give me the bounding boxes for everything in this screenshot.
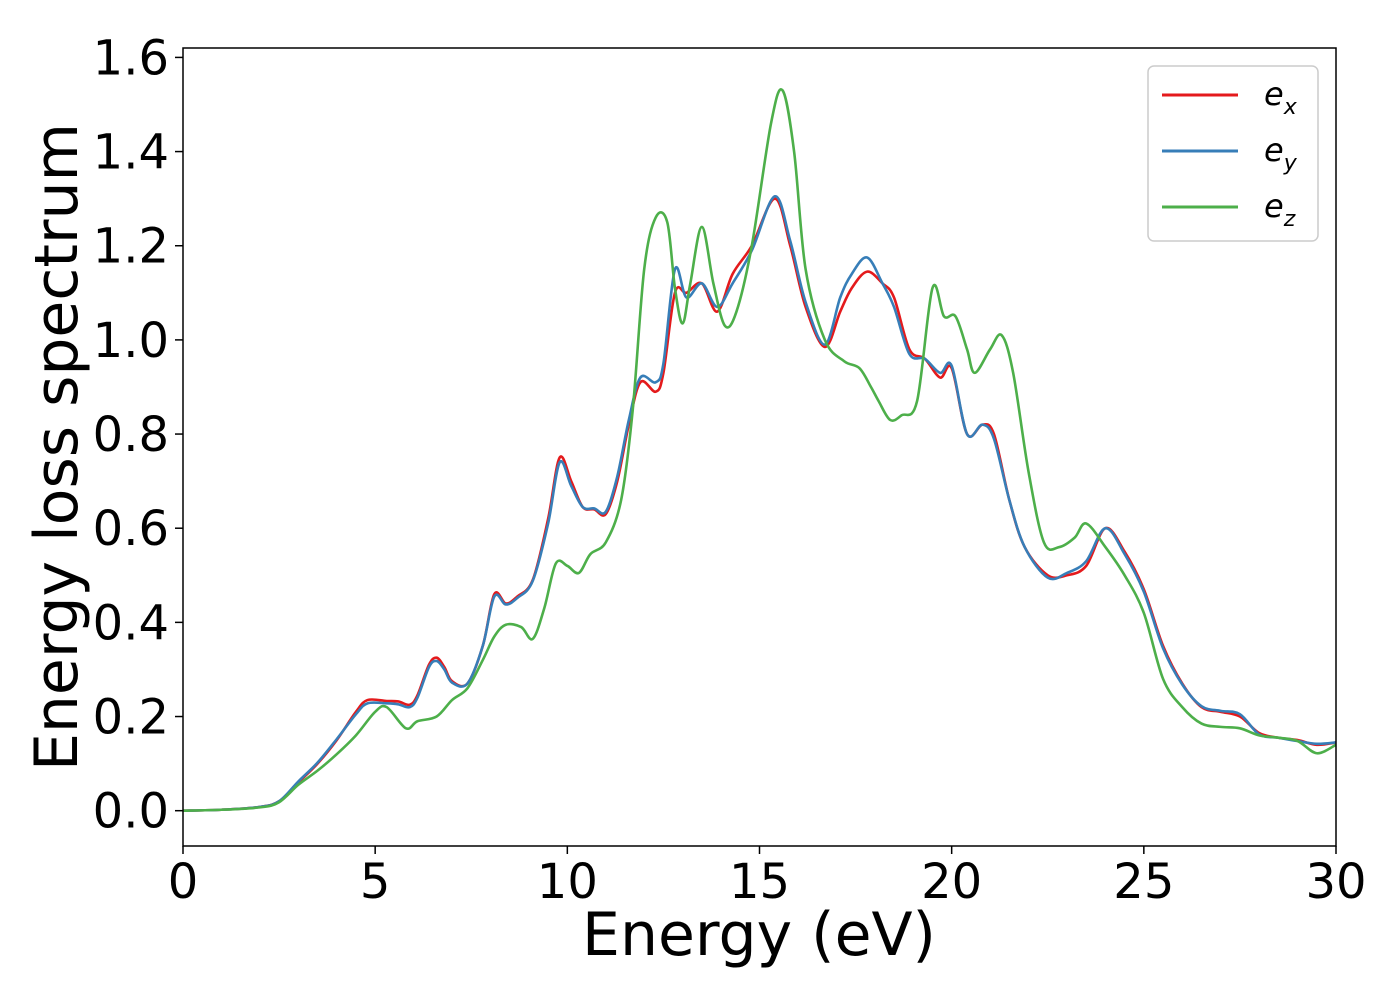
x-tick-label: 30 bbox=[1305, 854, 1366, 910]
legend-label: ex bbox=[1264, 75, 1298, 120]
y-tick-label: 1.6 bbox=[93, 30, 169, 86]
legend: ex ey ez bbox=[1147, 65, 1319, 242]
y-tick-label: 0.6 bbox=[93, 501, 169, 557]
y-axis-title: Energy loss spectrum bbox=[22, 123, 92, 771]
legend-box bbox=[1147, 65, 1319, 242]
x-tick-label: 20 bbox=[921, 854, 982, 910]
x-tick-label: 25 bbox=[1113, 854, 1174, 910]
series-line-e-z bbox=[183, 88, 1336, 812]
legend-label: ey bbox=[1264, 131, 1298, 176]
x-tick-label: 5 bbox=[360, 854, 391, 910]
x-tick-label: 10 bbox=[537, 854, 598, 910]
x-axis: 0 5 10 15 20 25 30 bbox=[168, 846, 1367, 910]
y-tick-label: 1.4 bbox=[93, 125, 169, 181]
y-tick-label: 1.0 bbox=[93, 313, 169, 369]
y-tick-label: 1.2 bbox=[93, 219, 169, 275]
series-layer bbox=[183, 88, 1336, 812]
y-tick-label: 0.0 bbox=[93, 784, 169, 840]
x-axis-title: Energy (eV) bbox=[582, 900, 936, 970]
y-tick-label: 0.8 bbox=[93, 407, 169, 463]
x-tick-label: 0 bbox=[168, 854, 199, 910]
legend-label: ez bbox=[1264, 187, 1296, 232]
y-tick-label: 0.4 bbox=[93, 595, 169, 651]
series-line-e-y bbox=[183, 195, 1336, 812]
x-tick-label: 15 bbox=[729, 854, 790, 910]
y-tick-label: 0.2 bbox=[93, 690, 169, 746]
y-axis: 0.0 0.2 0.4 0.6 0.8 1.0 1.2 1.4 1.6 bbox=[93, 30, 183, 840]
